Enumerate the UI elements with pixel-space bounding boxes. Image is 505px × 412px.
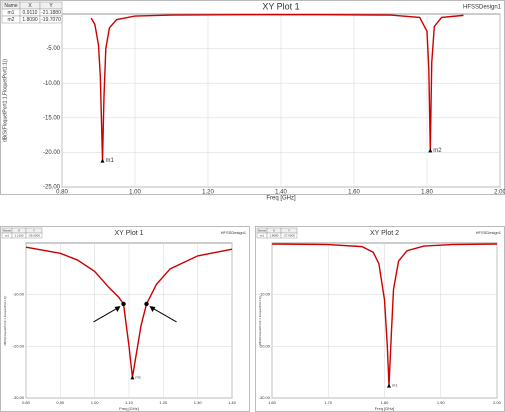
x-tick-label: 1.40 (228, 400, 237, 405)
x-tick-label: 1.20 (202, 190, 214, 196)
x-tick-label: 1.70 (324, 400, 333, 405)
marker-symbol (387, 383, 391, 388)
marker-symbol (428, 148, 433, 153)
y-tick-label: -30.00 (259, 395, 271, 400)
y-tick-label: -25.00 (43, 185, 61, 191)
marker-label: m1 (392, 383, 398, 388)
marker-x: 0.9110 (23, 10, 38, 16)
chart-title: XY Plot 1 (262, 1, 299, 11)
y-axis-label: dB(S(FloquetPort1:1,FloquetPort1:1)) (3, 296, 7, 346)
marker-y: -21.1880 (41, 10, 61, 16)
table-header: Name (4, 3, 18, 9)
table-cell (280, 232, 298, 239)
table-header: X (273, 228, 275, 232)
marker-name: m1 (260, 233, 264, 237)
arrow-shaft (93, 306, 120, 323)
x-tick-label: 0.80 (56, 190, 68, 196)
marker-y: -26.0000 (28, 233, 40, 237)
marker-name: m2 (8, 17, 15, 23)
x-tick-label: 1.30 (194, 400, 203, 405)
y-axis-label: dB(S(FloquetPort1:1,FloquetPort1:1)) (2, 59, 8, 142)
y-tick-label: -10.00 (259, 292, 271, 297)
x-tick-label: 1.10 (125, 400, 134, 405)
table-header: Name (3, 228, 11, 232)
marker-symbol (100, 158, 105, 163)
x-tick-label: 1.00 (91, 400, 100, 405)
marker-label: m1 (106, 158, 115, 164)
table-header: X (18, 228, 20, 232)
curve (25, 246, 233, 378)
y-tick-label: -15.00 (43, 115, 61, 121)
point-dot (121, 301, 126, 307)
chart-title: XY Plot 1 (114, 230, 143, 237)
marker-label: m1 (135, 374, 141, 379)
marker-label: m2 (433, 148, 442, 154)
y-tick-label: -10.00 (13, 292, 25, 297)
table-cell (39, 15, 63, 24)
y-tick-label: -20.00 (43, 150, 61, 156)
table-header: X (28, 3, 32, 9)
x-axis-label: Freq [GHz] (266, 196, 296, 202)
y-tick-label: -20.00 (259, 343, 271, 348)
x-tick-label: 1.80 (381, 400, 390, 405)
marker-x: 1.8080 (269, 233, 279, 237)
x-tick-label: 1.60 (348, 190, 360, 196)
x-tick-label: 2.00 (494, 190, 505, 196)
x-tick-label: 0.90 (56, 400, 65, 405)
x-axis-label: Freq [GHz] (375, 406, 395, 411)
y-tick-label: -10.00 (43, 81, 61, 87)
arrow-head (149, 305, 156, 312)
table-cell (25, 232, 43, 239)
marker-x: 1.1100 (15, 233, 24, 237)
x-tick-label: 2.00 (493, 400, 502, 405)
table-header: Y (288, 228, 290, 232)
marker-x: 1.8090 (22, 17, 38, 23)
table-header: Name (258, 228, 266, 232)
marker-y: -19.7070 (41, 17, 61, 23)
x-tick-label: 1.20 (159, 400, 168, 405)
design-name: HFSSDesign1 (476, 230, 502, 235)
marker-y: -27.6000 (283, 233, 295, 237)
x-tick-label: 1.40 (275, 190, 287, 196)
arrow-head (114, 305, 121, 312)
x-tick-label: 1.80 (421, 190, 433, 196)
marker-name: m1 (5, 233, 9, 237)
y-tick-label: -20.00 (13, 343, 25, 348)
curve (90, 13, 464, 161)
y-tick-label: -5.00 (46, 46, 60, 52)
x-tick-label: 1.00 (129, 190, 141, 196)
design-name: HFSSDesign1 (221, 230, 247, 235)
y-tick-label: -30.00 (13, 395, 25, 400)
x-tick-label: 1.90 (437, 400, 446, 405)
y-axis-label: dB(S(FloquetPort1:1,FloquetPort1:1)) (258, 296, 262, 346)
x-tick-label: 1.60 (268, 400, 277, 405)
point-dot (144, 301, 149, 307)
arrow-shaft (150, 306, 177, 323)
table-header: Y (33, 228, 35, 232)
table-header: Y (49, 3, 53, 9)
design-name: HFSSDesign1 (463, 5, 502, 11)
marker-name: m1 (8, 10, 15, 16)
x-tick-label: 0.80 (22, 400, 31, 405)
x-axis-label: Freq [GHz] (119, 406, 139, 411)
marker-symbol (130, 375, 135, 380)
chart-title: XY Plot 2 (370, 230, 399, 237)
